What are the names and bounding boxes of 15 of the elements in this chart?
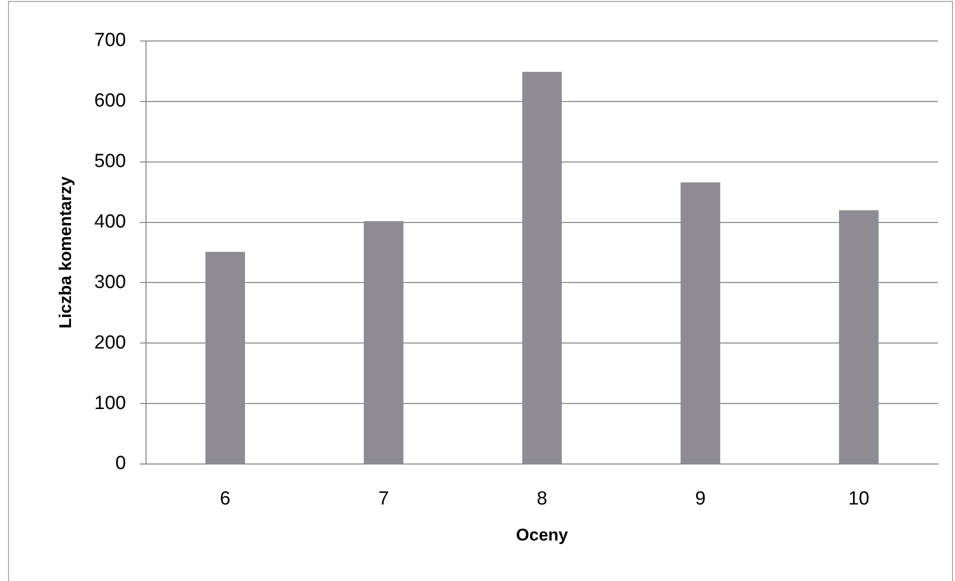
x-tick-label: 7 bbox=[378, 488, 389, 510]
y-tick-label: 300 bbox=[94, 272, 126, 293]
x-tick-label: 8 bbox=[536, 488, 548, 510]
y-tick-label: 0 bbox=[115, 453, 126, 474]
x-tick-label: 9 bbox=[695, 488, 706, 510]
y-tick-label: 600 bbox=[94, 90, 126, 112]
y-tick-label: 100 bbox=[94, 392, 126, 414]
x-tick-label: 6 bbox=[220, 488, 230, 510]
y-tick-label: 700 bbox=[94, 30, 126, 52]
x-axis-title: Oceny bbox=[516, 525, 569, 544]
y-tick-label: 400 bbox=[94, 212, 126, 233]
y-tick-label: 200 bbox=[94, 332, 126, 354]
y-axis-title: Liczba komentarzy bbox=[56, 176, 75, 329]
y-tick-label: 500 bbox=[94, 151, 126, 172]
x-tick-label: 10 bbox=[848, 488, 870, 510]
